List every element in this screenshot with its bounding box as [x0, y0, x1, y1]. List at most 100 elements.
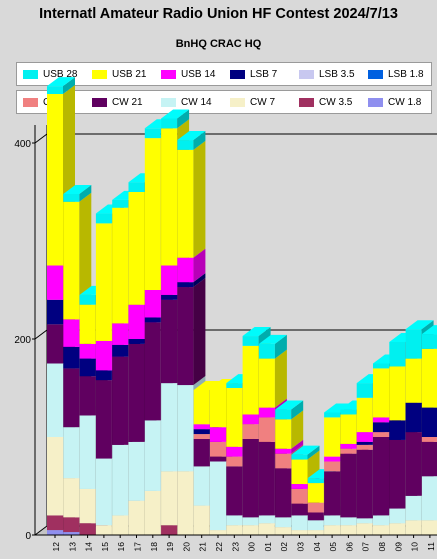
bar-segment [210, 388, 226, 428]
bar-segment [112, 515, 129, 535]
bar-segment [144, 128, 161, 139]
usb-legend-item: USB 14 [161, 63, 215, 85]
bar-segment [79, 415, 96, 489]
usb-legend-item: USB 21 [92, 63, 146, 85]
bar-segment [47, 515, 63, 531]
bar-segment [193, 389, 210, 425]
bar-segment [112, 344, 129, 357]
x-tick-label: 20 [181, 542, 191, 552]
bar-segment-side [193, 131, 206, 150]
bar-segment [291, 459, 308, 485]
x-tick-label: 08 [377, 542, 387, 552]
bar-segment-side [291, 410, 304, 449]
bar-segment [161, 265, 178, 295]
legend-usb-row: USB 28 USB 21 USB 14 LSB 7 LSB 3.5 LSB 1.8 [16, 62, 432, 86]
bar-segment [242, 345, 259, 415]
gridline-depth [34, 329, 48, 340]
bar-segment [373, 525, 389, 535]
bar-segment [226, 515, 243, 526]
legend-label: USB 28 [43, 68, 78, 80]
bar-segment [79, 523, 96, 535]
legend-swatch [92, 97, 107, 107]
bar-top-face [161, 109, 190, 119]
bar-segment [193, 434, 210, 439]
bar-segment [421, 437, 437, 442]
bar-segment [258, 441, 275, 516]
bar-segment [421, 476, 437, 521]
legend-swatch [23, 97, 38, 107]
usb-legend-item: LSB 3.5 [299, 63, 355, 85]
bar-segment [373, 422, 389, 433]
bar-segment [210, 441, 226, 457]
bar-segment [356, 449, 373, 519]
bar-segment-side [307, 445, 320, 460]
bar-segment-side [258, 327, 271, 346]
bar-segment [47, 86, 63, 94]
bar-segment [210, 456, 226, 462]
cw-legend-item: CW 21 [92, 91, 143, 113]
bar-top-face [177, 131, 206, 141]
bar-segment [242, 517, 259, 526]
bar-segment [405, 329, 422, 359]
bar-segment [340, 409, 357, 415]
legend-swatch [368, 97, 383, 107]
bar-segment [340, 517, 357, 526]
legend-swatch [230, 69, 245, 79]
x-tick-label: 03 [296, 542, 306, 552]
bar-segment [405, 432, 422, 496]
bar-segment [79, 376, 96, 416]
bar-top-face [324, 403, 353, 413]
bar-segment-side [193, 278, 206, 386]
bar-segment [275, 409, 292, 420]
bar-segment [63, 319, 80, 347]
usb-legend-item: LSB 7 [230, 63, 277, 85]
bar-segment [128, 339, 145, 344]
bar-segment [258, 417, 275, 442]
legend-label: USB 21 [112, 68, 147, 80]
bar-segment [63, 368, 80, 428]
x-tick-label: 02 [279, 542, 289, 552]
bar-segment [242, 336, 259, 346]
x-tick-label: 14 [84, 542, 94, 552]
bar-segment [63, 427, 80, 479]
bar-segment [95, 525, 112, 535]
bar-segment [389, 508, 406, 524]
bar-segment [226, 525, 243, 535]
bar-segment [193, 466, 210, 506]
x-tick-label: 18 [149, 542, 159, 552]
bar-segment [258, 358, 275, 408]
bar-segment [307, 530, 324, 535]
x-tick-label: 13 [67, 542, 77, 552]
x-tick-label: 04 [312, 542, 322, 552]
bar-segment [79, 488, 96, 524]
bar-segment [161, 525, 178, 535]
legend-swatch [161, 97, 176, 107]
cw-legend-item: CW 3.5 [299, 91, 352, 113]
bar-segment [340, 525, 357, 535]
bar-segment [193, 424, 210, 430]
bar-top-face [242, 327, 271, 337]
bar-segment [144, 420, 161, 491]
bar-segment [161, 299, 178, 384]
bar-segment [226, 466, 243, 516]
bar-segment [421, 520, 437, 535]
bar-segment [258, 343, 275, 359]
bar-segment [226, 446, 243, 457]
bar-segment [112, 199, 129, 208]
bar-segment [112, 207, 129, 324]
bar-segment [95, 380, 112, 459]
bar-segment [373, 363, 389, 369]
bar-segment [340, 453, 357, 518]
bar-segment [291, 454, 308, 460]
bar-segment [177, 149, 194, 258]
bar-segment [79, 304, 96, 344]
bar-segment [324, 471, 341, 516]
legend-swatch [299, 69, 314, 79]
bar-segment [128, 343, 145, 442]
bar-segment [389, 341, 406, 367]
bar-segment [307, 502, 324, 513]
legend-label: CW 7 [250, 96, 275, 108]
bar-segment [242, 424, 259, 439]
bar-segment [373, 432, 389, 437]
x-tick-label: 00 [247, 542, 257, 552]
